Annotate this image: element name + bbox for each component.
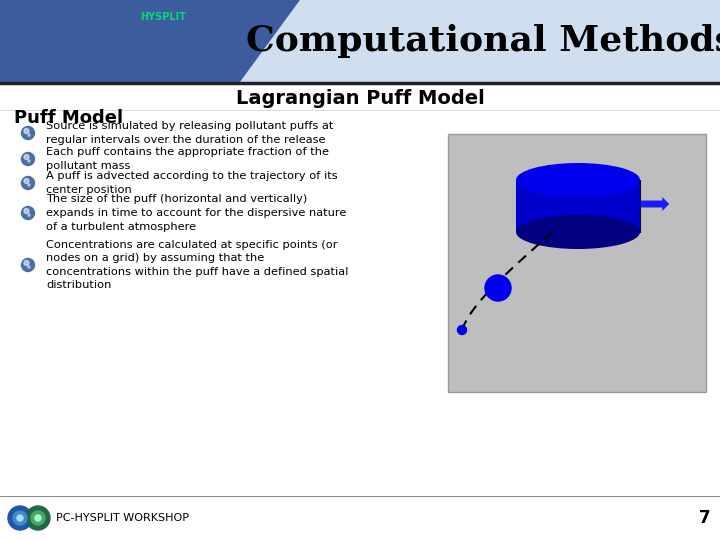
Circle shape — [24, 129, 29, 133]
Text: The size of the puff (horizontal and vertically)
expands in time to account for : The size of the puff (horizontal and ver… — [46, 194, 346, 232]
Text: HYSPLIT: HYSPLIT — [140, 12, 186, 22]
Circle shape — [26, 506, 50, 530]
Circle shape — [22, 206, 35, 219]
Circle shape — [24, 260, 29, 266]
Circle shape — [22, 259, 35, 272]
Circle shape — [22, 177, 35, 190]
Circle shape — [31, 511, 45, 525]
Polygon shape — [240, 0, 720, 82]
Circle shape — [22, 126, 35, 139]
Circle shape — [24, 154, 29, 159]
Circle shape — [28, 134, 30, 136]
Text: Lagrangian Puff Model: Lagrangian Puff Model — [235, 90, 485, 109]
Circle shape — [17, 515, 23, 521]
Text: Concentrations are calculated at specific points (or
nodes on a grid) by assumin: Concentrations are calculated at specifi… — [46, 240, 348, 291]
Circle shape — [28, 214, 30, 216]
Text: Each puff contains the appropriate fraction of the
pollutant mass: Each puff contains the appropriate fract… — [46, 147, 329, 171]
Text: Source is simulated by releasing pollutant puffs at
regular intervals over the d: Source is simulated by releasing polluta… — [46, 121, 333, 145]
Ellipse shape — [516, 163, 640, 197]
Ellipse shape — [516, 215, 640, 249]
Circle shape — [28, 160, 30, 162]
Circle shape — [28, 266, 30, 268]
Circle shape — [22, 152, 35, 165]
Circle shape — [8, 506, 32, 530]
Circle shape — [28, 184, 30, 186]
Circle shape — [24, 208, 29, 213]
Text: Puff Model: Puff Model — [14, 109, 123, 127]
Circle shape — [24, 179, 29, 184]
Polygon shape — [516, 180, 640, 232]
Text: Computational Methods: Computational Methods — [246, 24, 720, 58]
Polygon shape — [0, 0, 300, 82]
Circle shape — [35, 515, 41, 521]
Text: A puff is advected according to the trajectory of its
center position: A puff is advected according to the traj… — [46, 171, 338, 195]
Circle shape — [457, 326, 467, 334]
Circle shape — [485, 275, 511, 301]
Bar — [448, 134, 706, 392]
Text: 7: 7 — [698, 509, 710, 527]
Circle shape — [13, 511, 27, 525]
Text: PC-HYSPLIT WORKSHOP: PC-HYSPLIT WORKSHOP — [56, 513, 189, 523]
